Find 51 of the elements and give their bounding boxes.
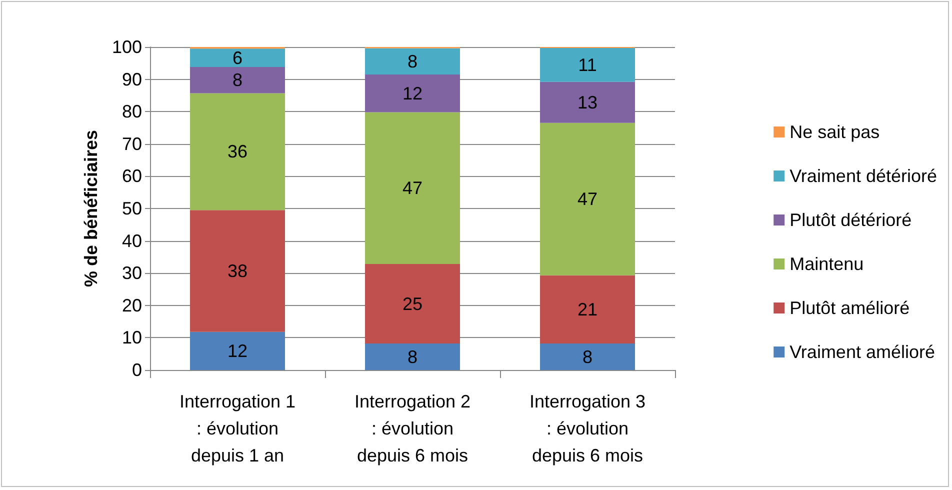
data-label: 25 xyxy=(402,294,423,314)
data-label: 13 xyxy=(577,92,598,112)
data-label: 8 xyxy=(407,51,418,72)
bar xyxy=(540,122,635,276)
data-label: 38 xyxy=(227,261,248,281)
data-label: 47 xyxy=(577,189,598,210)
bar xyxy=(365,74,460,112)
y-tick-label: 0 xyxy=(132,360,142,380)
data-label: 8 xyxy=(232,70,243,90)
data-label: 11 xyxy=(578,54,597,75)
bar xyxy=(190,332,285,370)
bar xyxy=(540,82,635,123)
data-label: 47 xyxy=(402,178,423,198)
legend-label: Vraiment amélioré xyxy=(790,342,935,362)
bar xyxy=(365,344,460,370)
y-tick-label: 100 xyxy=(112,37,142,57)
data-label: 8 xyxy=(582,346,593,367)
data-label: 21 xyxy=(577,299,598,320)
y-tick-label: 40 xyxy=(122,230,142,251)
y-tick-label: 10 xyxy=(122,328,142,348)
bar xyxy=(365,48,460,74)
x-tick-label: Interrogation 1 : évolution depuis 1 an xyxy=(179,392,296,466)
legend-label: Plutôt amélioré xyxy=(790,298,910,318)
bar xyxy=(540,275,635,344)
data-label: 36 xyxy=(227,142,248,162)
y-tick-label: 80 xyxy=(122,102,142,122)
y-tick-label: 90 xyxy=(122,69,142,90)
bar xyxy=(540,48,635,82)
y-tick-label: 20 xyxy=(122,295,142,316)
bar xyxy=(190,210,285,332)
y-axis-title: % de bénéficiaires xyxy=(81,130,101,288)
bar xyxy=(190,67,285,94)
y-tick-label: 70 xyxy=(122,134,142,154)
bar xyxy=(190,48,285,68)
y-tick-label: 50 xyxy=(122,198,142,218)
y-tick-label: 30 xyxy=(122,263,142,284)
x-tick-label: Interrogation 3 : évolution depuis 6 mois xyxy=(529,392,646,466)
legend-label: Plutôt détérioré xyxy=(790,210,912,230)
bar xyxy=(540,344,635,370)
legend-label: Vraiment détérioré xyxy=(790,166,938,186)
x-tick-label: Interrogation 2 : évolution depuis 6 mois xyxy=(354,392,471,466)
bar xyxy=(365,112,460,264)
data-label: 12 xyxy=(402,83,423,104)
data-label: 12 xyxy=(227,340,248,361)
bar xyxy=(365,264,460,344)
legend-label: Maintenu xyxy=(790,254,864,274)
data-label: 8 xyxy=(407,346,418,367)
legend-label: Ne sait pas xyxy=(790,122,880,142)
bar xyxy=(190,93,285,210)
y-tick-label: 60 xyxy=(122,166,142,186)
data-label: 6 xyxy=(232,48,243,68)
